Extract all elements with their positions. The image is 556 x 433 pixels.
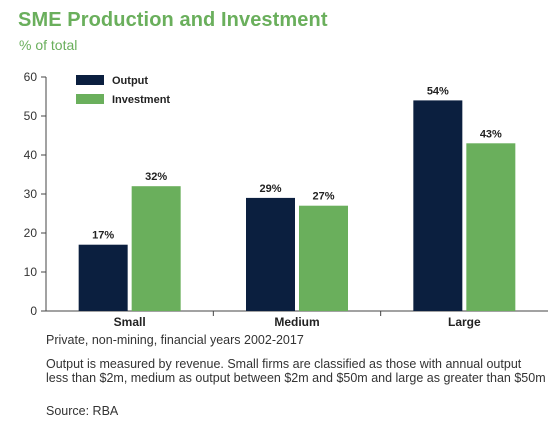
chart-title: SME Production and Investment: [18, 9, 328, 31]
y-tick-label: 0: [30, 304, 37, 318]
y-tick-label: 20: [24, 226, 38, 240]
y-tick-label: 50: [24, 109, 38, 123]
data-label: 29%: [259, 183, 281, 195]
legend-label-output: Output: [112, 75, 148, 87]
bar-output-small: [78, 244, 128, 311]
y-tick-label: 30: [24, 187, 38, 201]
legend-swatch-investment: [76, 94, 104, 104]
data-label: 17%: [92, 230, 114, 242]
x-tick-label: Medium: [274, 315, 319, 329]
legend-swatch-output: [76, 75, 104, 85]
bar-investment-small: [131, 186, 181, 311]
footer-note: Output is measured by revenue. Small fir…: [46, 357, 546, 385]
footer-source: Source: RBA: [46, 404, 119, 418]
chart-subtitle: % of total: [19, 37, 78, 53]
data-label: 32%: [145, 171, 167, 183]
y-tick-label: 60: [24, 70, 38, 84]
bar-output-large: [413, 100, 463, 312]
y-tick-label: 10: [24, 265, 38, 279]
data-label: 54%: [427, 85, 449, 97]
bar-investment-large: [466, 143, 516, 311]
data-label: 27%: [312, 191, 334, 203]
bar-output-medium: [246, 197, 295, 311]
x-tick-label: Small: [114, 315, 146, 329]
legend-label-investment: Investment: [112, 94, 170, 106]
y-tick-label: 40: [24, 148, 38, 162]
bar-investment-medium: [299, 205, 348, 311]
data-label: 43%: [480, 128, 502, 140]
footer-scope: Private, non-mining, financial years 200…: [46, 333, 304, 347]
x-tick-label: Large: [448, 315, 481, 329]
